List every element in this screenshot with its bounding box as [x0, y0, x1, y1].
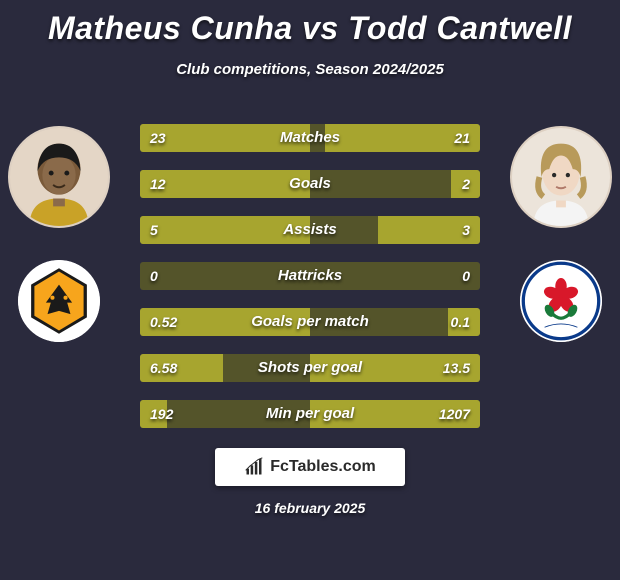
- stat-bar-right: [325, 124, 480, 152]
- stat-bar-right: [310, 400, 480, 428]
- stat-label: Hattricks: [140, 262, 480, 290]
- stat-bar-left: [140, 308, 310, 336]
- player-left-avatar: [8, 126, 110, 228]
- stat-bar-left: [140, 354, 223, 382]
- stat-row: Hattricks0 0: [140, 262, 480, 290]
- stat-row: Shots per goal6.5813.5: [140, 354, 480, 382]
- brand-icon: [244, 457, 264, 477]
- stat-value-left: 0: [150, 262, 158, 290]
- club-right-crest: [520, 260, 602, 342]
- stat-bar-left: [140, 124, 310, 152]
- club-left-crest: [18, 260, 100, 342]
- page-title: Matheus Cunha vs Todd Cantwell: [0, 10, 620, 47]
- stat-bar-left: [140, 400, 167, 428]
- stat-row: Goals122: [140, 170, 480, 198]
- stat-bar-right: [310, 354, 480, 382]
- stat-bar-right: [451, 170, 480, 198]
- player-right-avatar: [510, 126, 612, 228]
- stat-bar-left: [140, 216, 310, 244]
- brand-badge: FcTables.com: [215, 448, 405, 486]
- stat-bar-right: [378, 216, 480, 244]
- stat-bar-right: [448, 308, 480, 336]
- stat-row: Goals per match0.520.1: [140, 308, 480, 336]
- stat-row: Assists53: [140, 216, 480, 244]
- footer-date: 16 february 2025: [0, 500, 620, 516]
- stat-value-right: 0: [462, 262, 470, 290]
- stat-bar-left: [140, 170, 310, 198]
- subtitle: Club competitions, Season 2024/2025: [0, 61, 620, 78]
- stat-row: Matches2321: [140, 124, 480, 152]
- comparison-card: Matheus Cunha vs Todd Cantwell Club comp…: [0, 0, 620, 580]
- brand-text: FcTables.com: [270, 458, 376, 476]
- stat-row: Min per goal1921207: [140, 400, 480, 428]
- stats-table: Matches2321 Goals122 Assists53 Hattricks0 0 G…: [140, 124, 480, 446]
